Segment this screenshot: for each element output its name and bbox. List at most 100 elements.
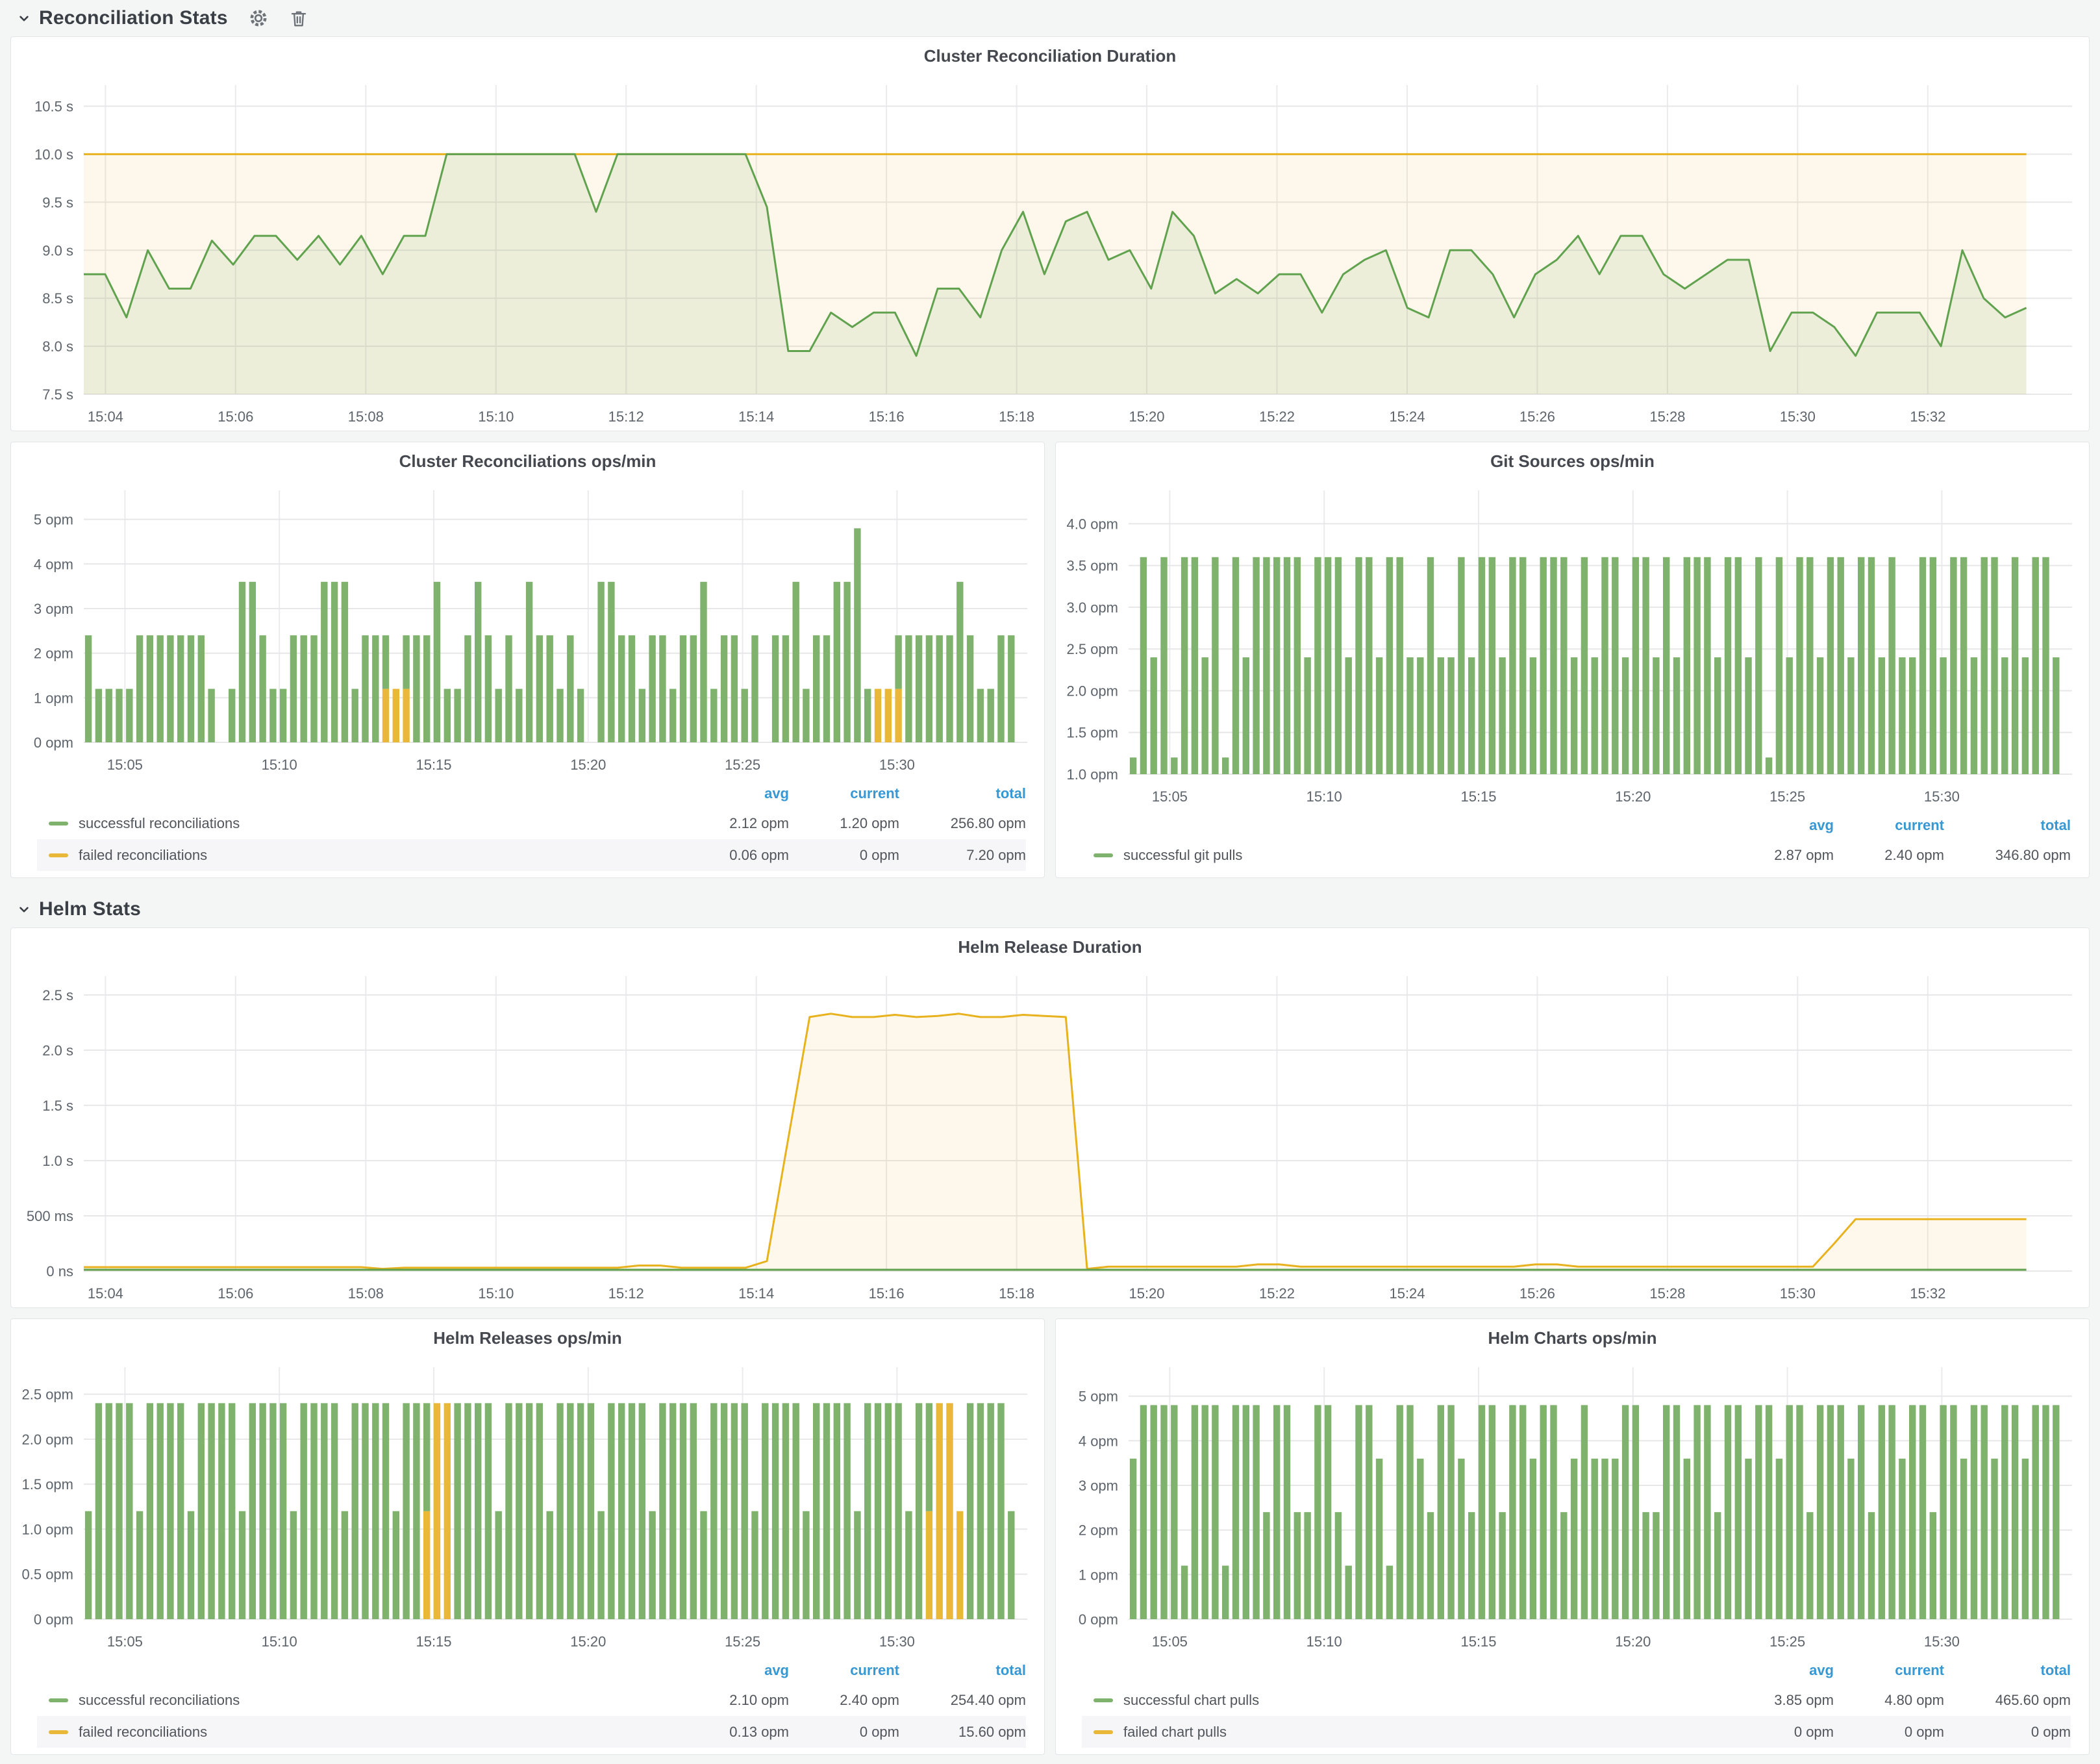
x-axis-tick-label: 15:25 [1769,788,1805,805]
section-title[interactable]: Helm Stats [39,898,142,920]
x-axis-tick-label: 15:10 [478,409,514,425]
legend-value: 0 opm [859,846,899,863]
legend-value: 3.85 opm [1774,1691,1834,1708]
trash-icon[interactable] [289,8,308,28]
panel-title[interactable]: Helm Releases ops/min [11,1319,1044,1357]
y-axis-tick-label: 0 ns [46,1263,73,1279]
panel-title-text: Helm Release Duration [958,937,1142,957]
chevron-down-icon[interactable] [16,901,32,918]
legend-column-total[interactable]: total [2040,1662,2071,1678]
chevron-down-icon[interactable] [16,10,32,27]
x-axis-tick-label: 15:30 [879,757,915,773]
legend-series-name[interactable]: failed reconciliations [79,1723,208,1740]
y-axis-tick-label: 0 opm [34,1611,73,1628]
legend-column-total[interactable]: total [2040,817,2071,833]
legend-header: avg current total [1082,812,2071,839]
cluster-reconciliation-duration-chart[interactable]: 15:04 15:06 15:08 15:10 15:12 15:14 15:16 15:18… [11,75,2089,431]
legend-column-avg[interactable]: avg [1809,817,1834,833]
helm-release-duration-chart[interactable]: 15:04 15:06 15:08 15:10 15:12 15:14 15:16 15:18… [11,966,2089,1307]
legend-row: failed reconciliations 0.13 opm 0 opm 15.60… [37,1716,1026,1748]
panel-title[interactable]: Cluster Reconciliations ops/min [11,442,1044,480]
legend-column-total[interactable]: total [995,785,1026,801]
chart-svg: 15:04 15:06 15:08 15:10 15:12 15:14 15:16 15:18… [27,976,2072,1302]
legend-value: 465.60 opm [1995,1691,2071,1708]
legend-column-avg[interactable]: avg [1809,1662,1834,1678]
legend-column-current[interactable]: current [1895,817,1944,833]
y-axis-tick-label: 1.0 s [42,1153,73,1169]
x-axis-tick-label: 15:18 [999,1285,1034,1302]
legend-helm-releases: avg current total successful reconciliation… [11,1656,1044,1754]
y-axis-tick-label: 7.5 s [42,386,73,403]
y-axis-tick-label: 4 opm [34,556,73,572]
legend-row: successful reconciliations 2.12 opm 1.20 o… [37,807,1026,839]
legend-series-name[interactable]: successful git pulls [1123,846,1243,863]
y-axis-tick-label: 1.0 opm [1067,766,1119,783]
legend-column-avg[interactable]: avg [764,785,789,801]
x-axis-tick-label: 15:15 [416,1633,451,1650]
legend-value: 254.40 opm [950,1691,1026,1708]
panel-helm-charts-ops: Helm Charts ops/min 15:05 15:10 15:15 15:20… [1055,1318,2090,1755]
x-axis-tick-label: 15:30 [1924,1633,1960,1650]
y-axis-tick-label: 5 opm [34,512,73,528]
legend-value: 0.06 opm [729,846,789,863]
legend-value: 7.20 opm [966,846,1026,863]
y-axis-tick-label: 0.5 opm [22,1567,74,1583]
y-axis-tick-label: 3.5 opm [1067,558,1119,574]
legend-series-name[interactable]: successful chart pulls [1123,1691,1260,1708]
legend-column-current[interactable]: current [850,785,899,801]
x-axis-tick-label: 15:20 [570,757,606,773]
panel-title-text: Helm Charts ops/min [1488,1328,1657,1348]
section-title[interactable]: Reconciliation Stats [39,7,228,29]
helm-charts-ops-chart[interactable]: 15:05 15:10 15:15 15:20 15:25 15:30 0 opm 1 opm… [1056,1357,2089,1656]
y-axis-tick-label: 2 opm [34,646,73,662]
chart-svg: 15:05 15:10 15:15 15:20 15:25 15:30 0 opm 1 opm… [34,490,1027,773]
x-axis-tick-label: 15:20 [1615,788,1651,805]
legend-series-name[interactable]: failed chart pulls [1123,1723,1227,1740]
legend-value: 2.87 opm [1774,846,1834,863]
legend-column-total[interactable]: total [995,1662,1026,1678]
y-axis-tick-label: 4 opm [1079,1433,1118,1449]
x-axis-tick-label: 15:10 [478,1285,514,1302]
y-axis-tick-label: 2 opm [1079,1522,1118,1539]
panel-title[interactable]: Git Sources ops/min [1056,442,2089,480]
x-axis-tick-label: 15:20 [570,1633,606,1650]
legend-column-current[interactable]: current [1895,1662,1944,1678]
x-axis-tick-label: 15:12 [608,1285,644,1302]
x-axis-tick-label: 15:24 [1389,409,1425,425]
x-axis-tick-label: 15:08 [348,409,384,425]
x-axis-tick-label: 15:14 [738,409,774,425]
y-axis-tick-label: 2.5 opm [1067,641,1119,657]
legend-series-name[interactable]: failed reconciliations [79,846,208,863]
legend-series-name[interactable]: successful reconciliations [79,1691,240,1708]
panel-helm-releases-ops: Helm Releases ops/min 15:05 15:10 15:15 15:… [10,1318,1045,1755]
panel-title[interactable]: Helm Release Duration [11,928,2089,966]
legend-value: 4.80 opm [1884,1691,1944,1708]
y-axis-tick-label: 4.0 opm [1067,516,1119,532]
legend-header: avg current total [37,1657,1026,1684]
x-axis-tick-label: 15:26 [1519,1285,1555,1302]
panel-cluster-reconciliations-ops: Cluster Reconciliations ops/min 15:05 15:… [10,442,1045,878]
y-axis-tick-label: 0 opm [34,735,73,751]
x-axis-tick-label: 15:05 [107,1633,143,1650]
helm-releases-ops-chart[interactable]: 15:05 15:10 15:15 15:20 15:25 15:30 0 opm 0.5 o… [11,1357,1044,1656]
panel-title[interactable]: Cluster Reconciliation Duration [11,37,2089,75]
x-axis-tick-label: 15:14 [738,1285,774,1302]
gear-icon[interactable] [247,7,269,29]
y-axis-tick-label: 0 opm [1079,1611,1118,1628]
panel-title-text: Cluster Reconciliation Duration [923,45,1177,66]
legend-column-current[interactable]: current [850,1662,899,1678]
legend-column-avg[interactable]: avg [764,1662,789,1678]
section-header-helm-stats: Helm Stats [10,891,2090,927]
cluster-reconciliations-ops-chart[interactable]: 15:05 15:10 15:15 15:20 15:25 15:30 0 opm 1 opm… [11,480,1044,779]
y-axis-tick-label: 3.0 opm [1067,599,1119,616]
legend-series-name[interactable]: successful reconciliations [79,814,240,831]
panel-title[interactable]: Helm Charts ops/min [1056,1319,2089,1357]
y-axis-tick-label: 1.5 opm [22,1476,74,1493]
x-axis-tick-label: 15:22 [1259,1285,1295,1302]
y-axis-tick-label: 2.5 s [42,987,73,1003]
x-axis-tick-label: 15:28 [1649,409,1685,425]
legend-row: successful reconciliations 2.10 opm 2.40 o… [37,1684,1026,1716]
y-axis-tick-label: 1 opm [34,690,73,706]
git-sources-ops-chart[interactable]: 15:05 15:10 15:15 15:20 15:25 15:30 1.0 opm 1.5… [1056,480,2089,811]
y-axis-tick-label: 8.5 s [42,290,73,307]
